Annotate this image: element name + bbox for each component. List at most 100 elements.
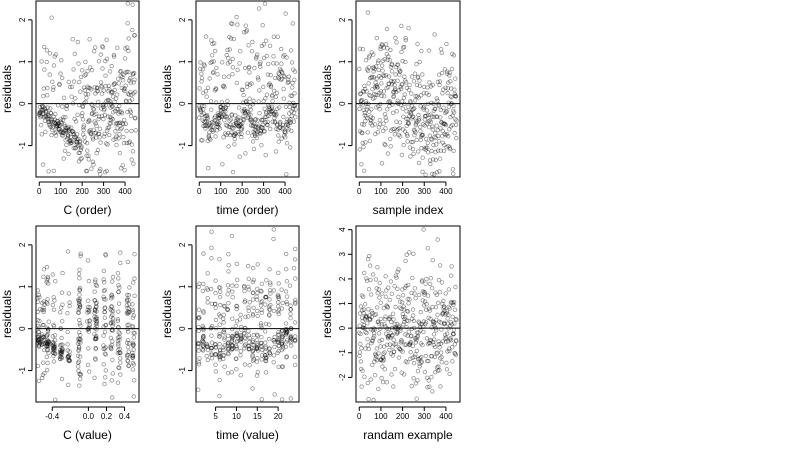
data-point xyxy=(78,323,83,328)
data-point xyxy=(446,104,452,110)
data-point xyxy=(425,85,430,90)
data-point xyxy=(408,349,413,355)
data-point xyxy=(234,304,240,309)
data-point xyxy=(70,129,75,134)
data-point xyxy=(416,357,421,362)
data-point xyxy=(239,327,244,332)
data-point xyxy=(101,277,106,282)
data-point xyxy=(79,156,84,161)
data-point xyxy=(447,337,453,342)
data-point xyxy=(242,298,248,303)
data-point xyxy=(61,156,66,161)
data-point xyxy=(398,348,404,353)
data-point xyxy=(259,340,264,346)
data-point xyxy=(437,367,442,373)
data-point xyxy=(128,109,133,115)
data-point xyxy=(132,89,138,95)
data-point xyxy=(217,257,222,262)
data-point xyxy=(369,341,374,346)
data-point xyxy=(51,343,56,348)
data-point xyxy=(429,114,435,119)
data-point xyxy=(94,319,99,324)
data-point xyxy=(110,321,116,326)
data-point xyxy=(51,353,56,359)
data-point xyxy=(251,129,256,135)
data-point xyxy=(381,351,386,356)
data-point xyxy=(59,376,65,382)
data-point xyxy=(58,354,63,360)
data-point xyxy=(116,301,122,306)
x-tick-label: 200 xyxy=(396,412,410,421)
plot-frame xyxy=(355,225,461,403)
data-point xyxy=(132,33,137,38)
data-point xyxy=(395,321,400,327)
data-point xyxy=(288,333,293,338)
data-point xyxy=(452,351,457,356)
data-point xyxy=(395,286,400,291)
data-point xyxy=(439,50,444,55)
data-point xyxy=(252,127,257,133)
data-point xyxy=(438,350,444,355)
data-point xyxy=(225,343,230,348)
data-point xyxy=(386,285,391,290)
data-point xyxy=(101,288,107,294)
data-point xyxy=(402,92,407,97)
data-point xyxy=(452,307,458,312)
data-point xyxy=(230,56,235,62)
data-point xyxy=(265,122,270,128)
data-point xyxy=(392,82,397,88)
y-axis-title: residuals xyxy=(320,65,334,113)
data-point xyxy=(113,136,118,141)
data-point xyxy=(437,345,442,350)
data-point xyxy=(224,114,230,120)
data-point xyxy=(237,122,243,127)
data-point xyxy=(92,306,98,312)
data-point xyxy=(258,128,264,134)
data-point xyxy=(433,135,438,140)
data-point xyxy=(222,330,227,335)
data-point xyxy=(373,356,378,361)
data-point xyxy=(222,106,227,112)
data-point xyxy=(283,289,289,294)
data-point xyxy=(98,52,103,57)
data-point xyxy=(284,329,290,335)
data-point xyxy=(388,144,393,149)
data-point xyxy=(124,45,130,50)
data-point xyxy=(420,72,425,77)
data-point xyxy=(77,79,82,85)
data-point xyxy=(435,300,441,306)
data-point xyxy=(229,343,235,348)
data-point xyxy=(37,110,43,115)
data-point xyxy=(441,121,446,126)
data-point xyxy=(101,362,106,367)
data-point xyxy=(409,333,414,338)
data-point xyxy=(35,318,40,323)
data-point xyxy=(411,127,417,132)
data-point xyxy=(233,113,238,118)
data-point xyxy=(370,310,375,316)
data-point xyxy=(372,91,377,97)
data-point xyxy=(250,311,256,317)
data-point xyxy=(279,347,284,353)
data-point xyxy=(109,63,114,69)
data-point xyxy=(283,330,289,336)
data-point xyxy=(292,77,297,82)
data-point xyxy=(247,335,252,340)
data-point xyxy=(130,323,135,329)
data-point xyxy=(415,333,420,338)
data-point xyxy=(429,286,435,291)
data-point xyxy=(276,309,281,314)
data-point xyxy=(375,84,380,90)
data-point xyxy=(199,103,205,109)
data-point xyxy=(284,355,289,360)
data-point xyxy=(220,162,225,167)
data-point xyxy=(392,284,397,289)
data-point xyxy=(41,341,46,347)
data-point xyxy=(77,317,82,323)
data-point xyxy=(103,322,109,328)
data-point xyxy=(263,344,268,349)
data-point xyxy=(219,114,224,119)
data-point xyxy=(258,64,263,69)
data-point xyxy=(392,132,397,137)
data-point xyxy=(292,354,298,360)
